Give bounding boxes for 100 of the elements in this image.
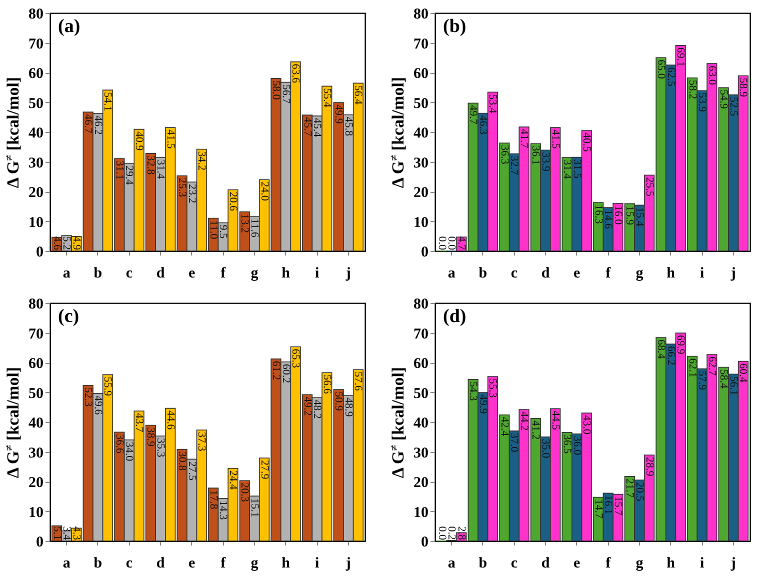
data-label: 37.3 [196, 432, 208, 452]
y-tick-label: 30 [28, 155, 44, 172]
data-label: 63.6 [290, 64, 302, 84]
x-tick-label: c [510, 556, 518, 572]
data-label: 36.6 [113, 434, 126, 454]
data-label: 44.6 [164, 410, 176, 430]
data-label: 24.4 [226, 470, 239, 490]
data-label: 43.0 [580, 415, 593, 435]
data-label: 58.4 [718, 369, 730, 390]
data-label: 40.5 [580, 132, 593, 152]
y-tick-label: 70 [28, 326, 44, 342]
data-label: 14.3 [217, 500, 230, 520]
y-tick-label: 50 [414, 96, 428, 112]
data-label: 60.2 [280, 364, 292, 384]
data-label: 53.4 [486, 94, 499, 114]
x-tick-label: e [574, 266, 581, 282]
data-label: 36.5 [561, 434, 574, 454]
data-label: 36.3 [498, 145, 510, 165]
data-label: 56.7 [280, 84, 292, 104]
y-tick-label: 40 [414, 416, 428, 432]
data-label: 4.3 [70, 526, 82, 540]
data-label: 31.4 [561, 160, 574, 180]
y-tick-label: 60 [28, 66, 44, 82]
y-tick-label: 10 [414, 214, 428, 231]
data-label: 69.1 [674, 47, 687, 67]
data-label: 0.0 [436, 236, 448, 250]
data-label: 23.2 [186, 184, 198, 204]
x-tick-label: b [478, 556, 488, 572]
y-tick-label: 80 [414, 6, 428, 22]
y-tick-label: 40 [28, 416, 44, 432]
data-label: 36.1 [530, 146, 542, 165]
y-tick-label: 20 [414, 185, 428, 201]
data-label: 20.5 [633, 482, 646, 502]
data-label: 13.2 [238, 214, 251, 233]
data-label: 62.7 [706, 356, 718, 376]
data-label: 48.2 [311, 400, 324, 419]
data-label: 46.2 [92, 116, 104, 135]
x-tick-label: g [250, 556, 259, 572]
data-label: 49.9 [476, 394, 489, 414]
y-tick-label: 30 [414, 445, 428, 462]
data-label: 55.3 [486, 378, 499, 398]
x-tick-label: a [62, 556, 71, 572]
data-label: 30.8 [176, 451, 188, 472]
data-label: 38.9 [144, 427, 157, 448]
x-tick-label: h [666, 556, 676, 572]
y-tick-label: 0 [36, 534, 44, 550]
x-tick-label: i [315, 556, 320, 572]
y-tick-label: 70 [414, 36, 428, 52]
data-label: 63.0 [706, 66, 718, 86]
y-tick-label: 0 [421, 244, 428, 260]
data-label: 15.4 [633, 207, 646, 227]
y-tick-label: 50 [414, 386, 428, 402]
data-label: 45.7 [301, 117, 314, 137]
data-label: 54.3 [467, 381, 480, 402]
y-tick-label: 0 [421, 534, 428, 550]
x-tick-label: c [126, 556, 133, 572]
data-label: 55.4 [320, 88, 333, 108]
data-label: 58.9 [737, 78, 750, 98]
x-tick-label: f [220, 266, 227, 282]
data-label: 34.0 [123, 442, 136, 462]
data-label: 43.7 [133, 412, 146, 433]
y-tick-label: 60 [28, 356, 44, 372]
y-tick-label: 60 [414, 356, 428, 372]
y-tick-label: 20 [414, 475, 428, 491]
chart-title: (d) [443, 306, 466, 327]
data-label: 41.2 [530, 420, 542, 440]
data-label: 4.9 [70, 236, 82, 250]
data-label: 20.6 [226, 192, 239, 212]
data-label: 60.4 [737, 363, 750, 384]
data-label: 40.9 [133, 131, 146, 152]
x-tick-label: b [478, 266, 488, 282]
x-tick-label: f [606, 266, 612, 282]
x-tick-label: h [282, 556, 291, 572]
x-tick-label: a [448, 266, 456, 282]
x-tick-label: j [344, 266, 351, 282]
data-label: 44.2 [518, 412, 530, 431]
data-label: 2.8 [455, 526, 468, 540]
data-label: 52.3 [82, 387, 94, 408]
data-label: 48.9 [342, 398, 354, 418]
y-tick-label: 80 [414, 296, 428, 312]
x-tick-label: i [700, 556, 704, 572]
data-label: 41.7 [518, 128, 530, 149]
y-tick-label: 20 [28, 475, 44, 491]
y-tick-label: 10 [414, 504, 428, 521]
y-tick-label: 40 [28, 126, 44, 142]
data-label: 25.3 [176, 178, 188, 198]
data-label: 15.9 [624, 206, 636, 226]
data-label: 37.0 [508, 432, 520, 453]
y-tick-label: 30 [28, 445, 44, 462]
y-tick-label: 70 [28, 36, 44, 52]
y-tick-label: 50 [28, 96, 44, 112]
x-tick-label: g [250, 266, 259, 282]
x-tick-label: c [126, 266, 133, 282]
data-label: 57.6 [352, 372, 364, 392]
x-tick-label: f [220, 556, 227, 572]
data-label: 52.5 [727, 96, 740, 117]
data-label: 46.7 [82, 114, 94, 134]
data-label: 14.6 [602, 210, 614, 230]
data-label: 45.8 [342, 116, 354, 136]
data-label: 62.1 [686, 358, 698, 378]
